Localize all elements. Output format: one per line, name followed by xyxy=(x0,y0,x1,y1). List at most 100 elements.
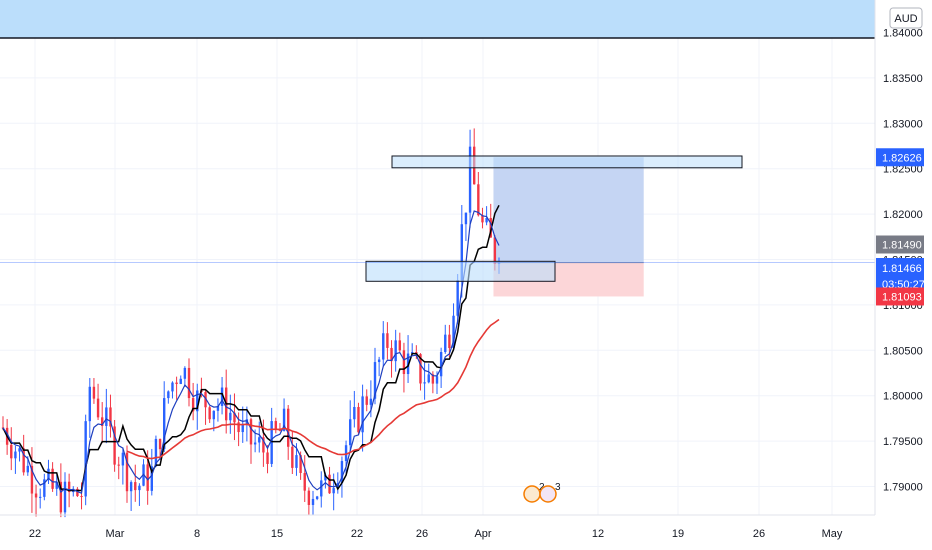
x-tick-label: 8 xyxy=(194,528,200,540)
y-tick-label: 1.84000 xyxy=(883,28,923,40)
candle-body xyxy=(287,408,290,447)
candle-body xyxy=(204,392,207,408)
indicator-lines xyxy=(2,204,500,495)
y-tick-label: 1.80500 xyxy=(883,345,923,357)
candle-body xyxy=(344,445,348,462)
candle-body xyxy=(187,367,191,399)
candle-body xyxy=(315,496,319,499)
candle-body xyxy=(233,412,236,423)
candle-body xyxy=(80,496,83,498)
candle-body xyxy=(22,448,25,473)
candle-body xyxy=(295,455,298,468)
y-tick-label: 1.80000 xyxy=(883,391,923,403)
candle-body xyxy=(456,280,459,316)
last-close-badge-background xyxy=(876,235,924,254)
candle-body xyxy=(444,334,447,353)
currency-badge[interactable]: AUD xyxy=(889,7,923,29)
candle-body xyxy=(357,406,360,433)
candle-body xyxy=(34,493,38,498)
candle-body xyxy=(117,464,120,466)
candle-body xyxy=(154,438,158,467)
x-tick-label: Mar xyxy=(106,528,125,540)
candle-body xyxy=(340,461,344,484)
x-tick-label: Apr xyxy=(474,528,491,540)
candle-body xyxy=(481,215,484,223)
time-axis: 22 Mar 8 15 22 26 Apr 12 19 26 May xyxy=(29,528,843,540)
candle-body xyxy=(245,419,249,425)
candle-body xyxy=(282,408,286,431)
candle-body xyxy=(423,382,426,384)
candle-body xyxy=(183,367,187,379)
candle-body xyxy=(179,378,182,385)
y-tick-label: 1.82500 xyxy=(883,164,923,176)
target-area xyxy=(493,157,644,263)
candle-body xyxy=(448,334,451,349)
stop-price-badge-background xyxy=(876,287,924,306)
y-tick-label: 1.79500 xyxy=(883,436,923,448)
candle-body xyxy=(353,406,356,420)
event-count: 2 xyxy=(539,482,545,493)
x-tick-label: 15 xyxy=(271,528,283,540)
candle-body xyxy=(51,468,54,489)
stop-price-badge: 1.81093 xyxy=(882,291,922,303)
candle-body xyxy=(109,407,112,427)
candle-body xyxy=(241,424,244,433)
x-tick-label: 26 xyxy=(753,528,765,540)
candle-body xyxy=(146,464,149,491)
candle-body xyxy=(113,426,116,465)
x-tick-label: 22 xyxy=(351,528,363,540)
candle-body xyxy=(274,421,277,430)
candle-body xyxy=(382,333,385,360)
candle-body xyxy=(435,376,439,384)
candle-body xyxy=(377,359,381,363)
x-tick-label: 12 xyxy=(592,528,604,540)
candle-body xyxy=(158,438,162,450)
x-tick-label: 19 xyxy=(672,528,684,540)
candle-body xyxy=(229,412,232,421)
candle-body xyxy=(411,352,414,354)
candle-body xyxy=(129,482,133,492)
candle-body xyxy=(26,465,29,473)
candle-body xyxy=(163,398,166,450)
candle-body xyxy=(208,407,211,420)
y-tick-label: 1.83500 xyxy=(883,73,923,85)
candle-body xyxy=(332,488,335,494)
candle-body xyxy=(299,455,302,474)
candle-body xyxy=(328,474,331,494)
candle-body xyxy=(468,146,472,213)
candle-body xyxy=(307,490,311,505)
candle-body xyxy=(369,398,373,405)
event-flag-icon xyxy=(539,485,557,503)
slow-moving-average xyxy=(126,318,500,460)
candle-body xyxy=(191,398,195,412)
candle-body xyxy=(63,481,67,513)
x-tick-label: May xyxy=(822,528,843,540)
candle-body xyxy=(398,340,401,351)
candle-body xyxy=(220,387,224,406)
candle-body xyxy=(452,315,455,349)
candle-body xyxy=(493,237,497,265)
candle-body xyxy=(365,396,368,405)
candle-body xyxy=(489,218,492,238)
candle-body xyxy=(373,362,377,399)
candle-body xyxy=(402,350,406,375)
y-tick-label: 1.82000 xyxy=(883,209,923,221)
candle-body xyxy=(39,496,42,498)
candle-body xyxy=(43,479,46,497)
candle-body xyxy=(18,448,21,452)
supply-zone xyxy=(391,155,743,169)
candle-body xyxy=(14,451,17,459)
zones xyxy=(0,0,875,297)
x-tick-label: 26 xyxy=(416,528,428,540)
currency-label: AUD xyxy=(894,13,917,25)
candle-body xyxy=(311,498,315,505)
candle-body xyxy=(171,382,174,392)
candle-body xyxy=(303,473,306,491)
y-tick-label: 1.83000 xyxy=(883,118,923,130)
candle-body xyxy=(464,212,468,225)
candle-body xyxy=(253,442,257,445)
candle-body xyxy=(105,407,108,426)
y-tick-label: 1.79000 xyxy=(883,482,923,494)
